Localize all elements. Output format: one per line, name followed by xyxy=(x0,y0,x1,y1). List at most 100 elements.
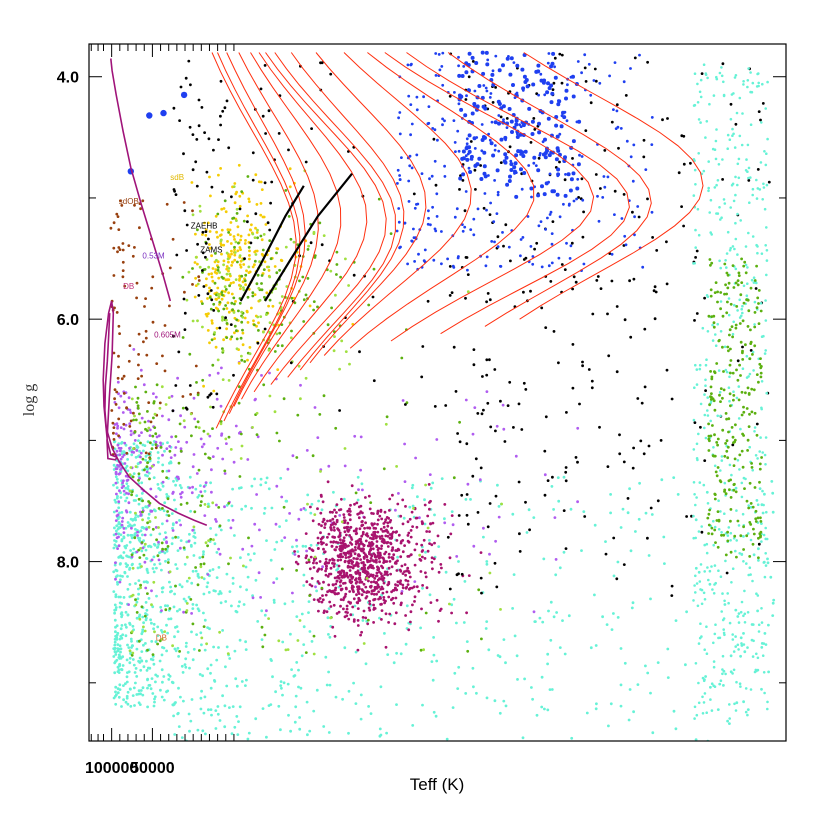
data-point-cyan xyxy=(706,414,710,417)
data-point-gold xyxy=(254,226,257,230)
data-point-cyan xyxy=(674,619,678,622)
data-point-green xyxy=(256,236,259,240)
data-point-green xyxy=(235,318,239,322)
data-point-green xyxy=(208,296,212,299)
data-point-blue xyxy=(430,174,434,178)
data-point-green xyxy=(753,486,757,489)
data-point-cyan xyxy=(122,698,125,702)
data-point-blue xyxy=(571,74,575,79)
data-point-green xyxy=(134,385,137,389)
data-point-cyan xyxy=(725,370,729,374)
data-point-magenta xyxy=(373,560,377,563)
data-point-gold xyxy=(263,260,267,264)
data-point-magenta xyxy=(331,561,334,565)
data-point-cyan xyxy=(751,193,754,197)
data-point-magenta xyxy=(318,560,322,563)
data-point-green xyxy=(148,501,152,505)
data-point-lime xyxy=(251,232,255,236)
data-point-green xyxy=(744,343,747,347)
data-point-magenta xyxy=(356,624,360,627)
data-point-cyan xyxy=(137,659,141,663)
data-point-blue xyxy=(461,229,465,233)
data-point-black xyxy=(352,273,356,277)
data-point-magenta xyxy=(349,559,353,563)
data-point-cyan xyxy=(738,298,741,302)
data-point-lime xyxy=(247,265,251,269)
data-point-green xyxy=(367,303,371,307)
data-point-magenta xyxy=(397,548,401,552)
data-point-cyan xyxy=(116,495,119,498)
data-point-cyan xyxy=(706,409,709,412)
data-point-brown xyxy=(118,248,122,252)
data-point-cyan xyxy=(166,441,169,444)
data-point-gold xyxy=(259,213,263,217)
data-point-cyan xyxy=(299,686,303,690)
data-point-gold xyxy=(201,233,204,236)
data-point-green xyxy=(179,449,183,453)
data-point-magenta xyxy=(395,539,399,542)
data-point-violet xyxy=(114,577,117,581)
data-point-brown xyxy=(137,363,140,367)
data-point-magenta xyxy=(361,570,365,573)
data-point-magenta xyxy=(363,526,366,530)
data-point-cyan xyxy=(757,559,760,562)
data-point-cyan xyxy=(416,495,419,499)
data-point-green xyxy=(181,336,185,339)
data-point-lime xyxy=(143,542,147,546)
data-point-green xyxy=(202,625,206,628)
data-point-blue xyxy=(408,154,412,158)
data-point-lime xyxy=(240,310,244,314)
data-point-blue xyxy=(429,223,432,227)
data-point-cyan xyxy=(666,676,670,679)
data-point-magenta xyxy=(379,572,383,576)
data-point-cyan xyxy=(705,358,708,362)
data-point-blue xyxy=(457,73,462,78)
data-point-cyan xyxy=(552,615,556,619)
data-point-gold xyxy=(215,230,219,234)
data-point-cyan xyxy=(140,659,144,663)
data-point-magenta xyxy=(418,557,422,561)
data-point-violet xyxy=(485,390,489,393)
data-point-gold xyxy=(225,265,229,268)
data-point-brown xyxy=(112,438,116,441)
data-point-cyan xyxy=(132,499,136,502)
data-point-cyan xyxy=(766,707,769,711)
data-point-cyan xyxy=(432,710,436,714)
data-point-cyan xyxy=(764,299,767,302)
data-point-cyan xyxy=(315,688,319,692)
data-point-cyan xyxy=(202,592,206,596)
data-point-cyan xyxy=(156,545,160,549)
data-point-lime xyxy=(133,414,136,418)
data-point-green xyxy=(735,368,738,372)
data-point-lime xyxy=(347,284,350,287)
data-point-gold xyxy=(233,253,237,257)
data-point-cyan xyxy=(729,246,732,250)
data-point-cyan xyxy=(188,475,192,479)
data-point-cyan xyxy=(739,610,743,614)
data-point-gold xyxy=(271,304,275,308)
data-point-cyan xyxy=(692,418,696,422)
data-point-cyan xyxy=(145,669,149,672)
data-point-green xyxy=(335,263,339,266)
data-point-brown xyxy=(125,406,128,410)
data-point-cyan xyxy=(125,482,129,485)
data-point-cyan xyxy=(115,624,119,628)
data-point-blue xyxy=(514,122,519,127)
data-point-magenta xyxy=(368,507,372,511)
data-point-green xyxy=(710,315,714,318)
data-point-lime xyxy=(185,555,189,559)
data-point-cyan xyxy=(455,621,458,625)
data-point-magenta xyxy=(370,566,373,569)
data-point-violet xyxy=(115,449,119,453)
data-point-magenta xyxy=(348,578,352,582)
data-point-black xyxy=(693,421,697,424)
data-point-cyan xyxy=(120,441,124,444)
data-point-magenta xyxy=(361,589,364,592)
data-point-cyan xyxy=(136,515,140,518)
data-point-brown xyxy=(137,332,141,336)
data-point-magenta xyxy=(408,575,412,579)
data-point-blue xyxy=(519,254,522,258)
data-point-green xyxy=(728,333,731,337)
data-point-cyan xyxy=(122,450,126,454)
data-point-violet xyxy=(144,586,148,590)
